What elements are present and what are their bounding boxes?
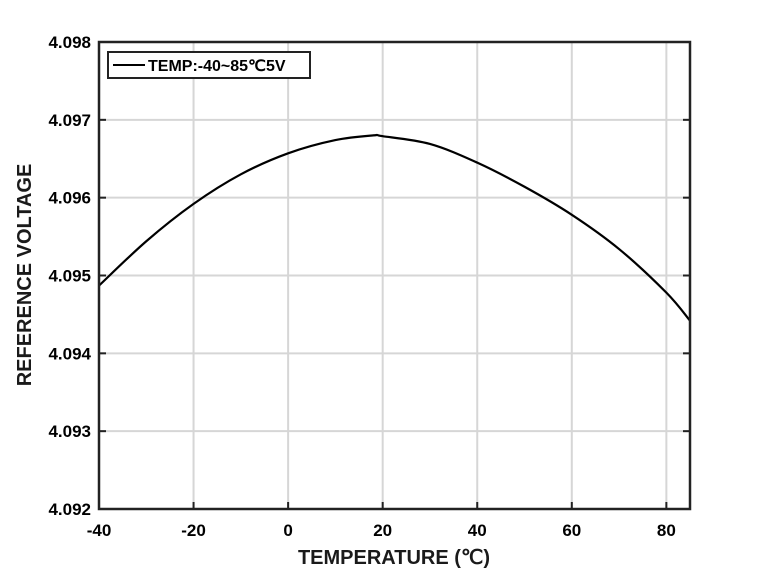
series-line [98, 133, 691, 322]
y-tick-label: 4.098 [48, 33, 91, 52]
x-tick-label: 20 [373, 521, 392, 540]
y-tick-label: 4.092 [48, 500, 91, 519]
y-tick-label: 4.097 [48, 111, 91, 130]
y-tick-label: 4.094 [48, 344, 91, 363]
x-tick-label: 40 [468, 521, 487, 540]
x-tick-label: 80 [657, 521, 676, 540]
grid-lines [98, 41, 690, 510]
axis-ticks: -40 -20 0 20 40 60 80 4.092 4.093 4.094 4.095 4.096… [48, 33, 690, 540]
x-tick-label: 0 [283, 521, 292, 540]
x-tick-label: -40 [87, 521, 112, 540]
legend: TEMP:-40~85℃5V [107, 51, 311, 79]
y-axis-label: REFERENCE VOLTAGE [14, 164, 36, 387]
legend-label: TEMP:-40~85℃5V [148, 58, 286, 75]
y-tick-label: 4.095 [48, 267, 91, 286]
x-axis-label: TEMPERATURE (℃) [298, 547, 490, 569]
y-tick-label: 4.093 [48, 422, 91, 441]
x-tick-label: -20 [181, 521, 206, 540]
x-tick-label: 60 [562, 521, 581, 540]
y-tick-label: 4.096 [48, 189, 91, 208]
series-layer [98, 133, 691, 322]
